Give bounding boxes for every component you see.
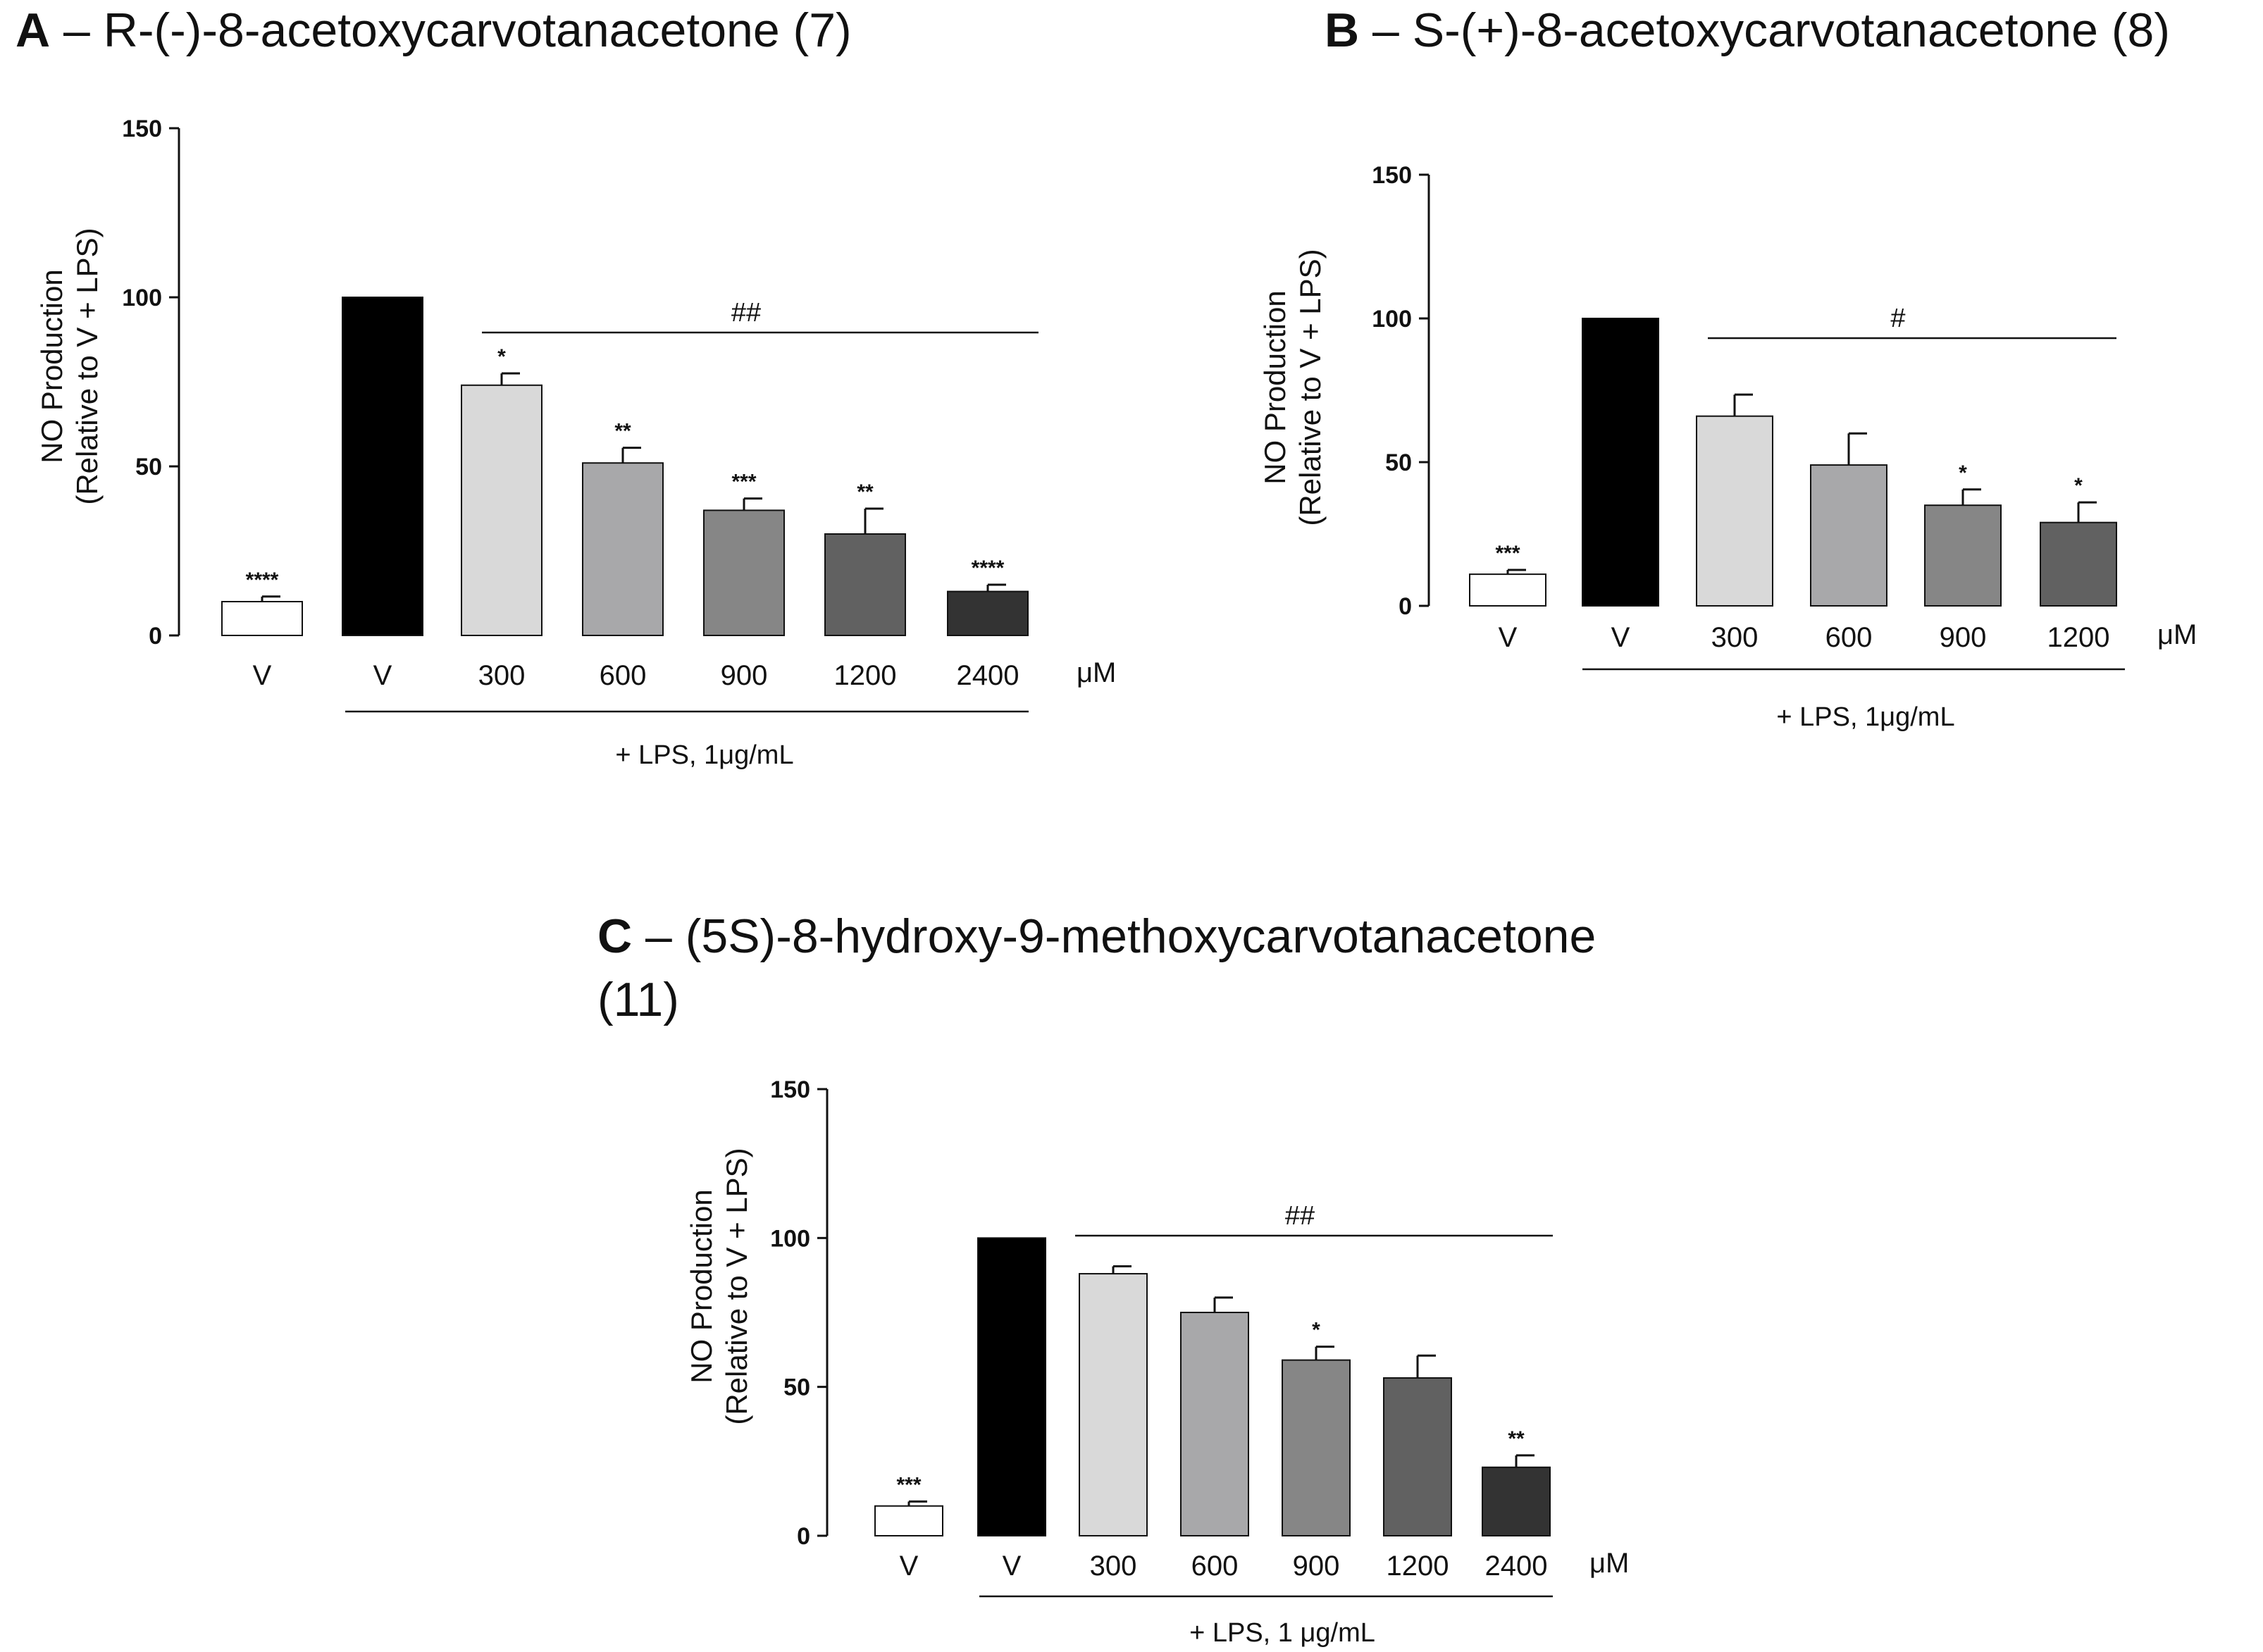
panel-c-title-text: – (5S)-8-hydroxy-9-methoxycarvotanaceton… [645,909,1596,963]
panel-c-category-label: 2400 [1485,1551,1548,1582]
panel-a: A – R-(-)-8-acetoxycarvotanacetone (7) N… [16,4,1116,770]
panel-b-bar [2040,521,2117,607]
panel-c-bar [1482,1466,1551,1536]
panel-c-letter: C [597,909,632,963]
panel-b-treatment-label: + LPS, 1μg/mL [1776,702,1954,732]
panel-b-y-tick-label: 150 [1372,162,1412,189]
panel-a-letter: A [16,4,50,57]
panel-c-significance-label: * [1312,1319,1320,1342]
panel-c: C – (5S)-8-hydroxy-9-methoxycarvotanacet… [597,909,1629,1648]
panel-c-category-label: 900 [1293,1551,1340,1582]
panel-a-plot: 0 50 100 150 **** V V * 300 ** 600 *** 900 ** 1200 ****… [122,116,1116,770]
panel-b-bar [1696,415,1773,607]
panel-c-category-label: 300 [1090,1551,1137,1582]
panel-b-bar [1582,318,1659,607]
panel-b-significance-label: *** [1495,542,1520,565]
panel-a-ylabel-line2: (Relative to V + LPS) [70,228,104,504]
panel-c-significance-label: *** [896,1473,921,1496]
panel-c-y-tick-label: 150 [770,1076,810,1103]
panel-c-bar [1180,1312,1249,1536]
panel-c-bar [1282,1359,1351,1537]
panel-c-y-tick-label: 50 [783,1374,810,1401]
panel-a-category-label: 900 [721,660,768,691]
panel-c-title-line2: (11) [597,973,679,1026]
panel-b-ylabel-line1: NO Production [1258,290,1291,484]
panel-a-bar [703,509,785,637]
panel-a-y-tick-label: 150 [122,116,162,142]
panel-a-y-axis-label: NO Production (Relative to V + LPS) [35,228,104,504]
panel-a-category-label: 300 [478,660,526,691]
panel-c-treatment-label: + LPS, 1 μg/mL [1189,1618,1375,1648]
panel-a-title-text: – R-(-)-8-acetoxycarvotanacetone (7) [63,4,852,57]
panel-b-letter: B [1325,4,1359,57]
panel-c-ylabel-line1: NO Production [685,1189,718,1383]
panel-b-plot: 0 50 100 150 *** V V 300 600 * 900 * 1200 # μM + LPS, 1… [1372,162,2197,732]
panel-b-category-label: V [1611,622,1630,653]
panel-c-hash-label: ## [1285,1201,1315,1231]
panel-b-hash-label: # [1890,304,1905,333]
panel-a-significance-label: ** [614,420,631,443]
panel-b-title: B – S-(+)-8-acetoxycarvotanacetone (8) [1325,4,2170,57]
panel-c-bar [1383,1377,1452,1537]
panel-a-significance-label: **** [972,557,1005,580]
panel-a-y-tick-label: 50 [135,454,162,480]
panel-b-category-label: 900 [1940,622,1987,653]
panel-b-category-label: 1200 [2047,622,2110,653]
panel-a-significance-label: ** [857,480,874,504]
panel-a-category-label: 600 [600,660,647,691]
panel-b-title-text: – S-(+)-8-acetoxycarvotanacetone (8) [1372,4,2170,57]
panel-a-bar [221,601,303,636]
panel-c-plot: 0 50 100 150 *** V V 300 600 * 900 1200 ** 2400 ## μM + … [770,1076,1629,1648]
panel-c-y-axis-label: NO Production (Relative to V + LPS) [685,1148,753,1424]
panel-c-y-tick-label: 0 [797,1523,810,1550]
panel-a-bar [461,384,542,636]
panel-b-category-label: V [1499,622,1518,653]
panel-a-bar [582,462,664,637]
panel-c-category-label: V [900,1551,919,1582]
panel-a-significance-label: * [497,345,506,368]
panel-c-y-tick-label: 100 [770,1225,810,1252]
panel-a-title: A – R-(-)-8-acetoxycarvotanacetone (7) [16,4,852,57]
panel-a-y-tick-label: 100 [122,285,162,311]
panel-c-significance-label: ** [1508,1427,1525,1451]
panel-b-bar [1469,573,1546,607]
panel-b-y-tick-label: 0 [1399,593,1412,620]
panel-c-title: C – (5S)-8-hydroxy-9-methoxycarvotanacet… [597,909,1596,963]
panel-a-significance-label: **** [246,569,279,592]
panel-a-significance-label: *** [731,471,756,494]
panel-c-category-label: V [1003,1551,1022,1582]
panel-a-ylabel-line1: NO Production [35,269,68,463]
panel-c-category-label: 1200 [1387,1551,1449,1582]
panel-b-significance-label: * [2074,474,2083,497]
panel-b-y-tick-label: 100 [1372,306,1412,333]
panel-b-category-label: 300 [1711,622,1759,653]
panel-a-treatment-label: + LPS, 1μg/mL [615,740,793,770]
panel-b-y-axis-label: NO Production (Relative to V + LPS) [1258,249,1327,526]
panel-c-bar [1079,1273,1148,1536]
panel-c-category-label: 600 [1191,1551,1239,1582]
panel-b-significance-label: * [1959,461,1967,485]
panel-b-bar [1924,504,2002,607]
panel-c-ylabel-line2: (Relative to V + LPS) [720,1148,753,1424]
panel-b-bar [1810,464,1887,607]
panel-a-bar [947,590,1029,636]
panel-c-bar [874,1505,943,1537]
panel-c-bar [977,1237,1046,1537]
panel-a-category-label: 1200 [834,660,897,691]
panel-b-unit-label: μM [2157,619,2197,650]
panel-c-unit-label: μM [1589,1548,1629,1579]
panel-a-bar [824,533,906,636]
panel-a-unit-label: μM [1077,657,1116,688]
panel-b: B – S-(+)-8-acetoxycarvotanacetone (8) N… [1258,4,2197,732]
panel-b-ylabel-line2: (Relative to V + LPS) [1294,249,1327,526]
panel-a-category-label: V [373,660,392,691]
panel-a-category-label: 2400 [957,660,1019,691]
panel-a-bar [342,297,423,636]
panel-a-hash-label: ## [731,298,761,328]
panel-a-category-label: V [253,660,272,691]
panel-b-category-label: 600 [1825,622,1873,653]
panel-b-y-tick-label: 50 [1385,449,1412,476]
panel-a-y-tick-label: 0 [149,623,162,650]
